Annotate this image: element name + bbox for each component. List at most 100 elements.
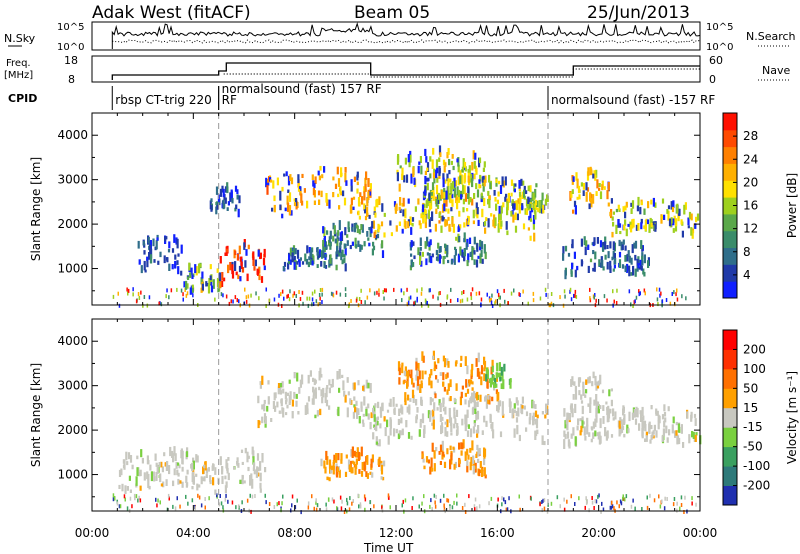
power-cell-7 bbox=[532, 219, 535, 230]
power-speck bbox=[295, 294, 297, 298]
vel-cell-2 bbox=[347, 391, 350, 396]
vel-speck bbox=[290, 508, 292, 513]
power-cell-8 bbox=[438, 157, 441, 162]
vel-cell-4 bbox=[372, 432, 375, 440]
power-speck bbox=[497, 292, 500, 297]
power-cell-12 bbox=[624, 245, 627, 251]
vel-speck bbox=[664, 496, 666, 501]
vel-speck bbox=[381, 505, 383, 510]
power-speck bbox=[613, 299, 615, 304]
vel-cell-2 bbox=[279, 383, 282, 393]
power-cell-9 bbox=[468, 237, 472, 244]
power-cell-0 bbox=[149, 244, 152, 255]
vel-cell-6 bbox=[472, 465, 475, 475]
power-cell-3 bbox=[253, 266, 256, 271]
power-cell-8 bbox=[467, 168, 470, 173]
power-cell-7 bbox=[456, 196, 459, 201]
vel-cell-4 bbox=[534, 410, 538, 417]
vel-cell-9 bbox=[601, 389, 605, 394]
power-cell-7 bbox=[383, 212, 386, 217]
power-cell-11 bbox=[578, 194, 581, 200]
power-cell-12 bbox=[628, 265, 631, 271]
nsearch-tick-top: 10^5 bbox=[706, 22, 733, 33]
power-cell-13 bbox=[663, 214, 666, 220]
vel-cell-4 bbox=[475, 429, 478, 434]
power-cell-8 bbox=[482, 167, 485, 172]
power-cell-10 bbox=[516, 202, 519, 211]
power-cell-7 bbox=[395, 203, 398, 211]
vel-speck bbox=[594, 499, 597, 503]
vel-speck bbox=[204, 497, 206, 501]
power-cell-7 bbox=[401, 228, 404, 234]
power-cell-0 bbox=[149, 254, 153, 264]
vel-cell-5 bbox=[420, 383, 423, 389]
vel-cell-4 bbox=[544, 414, 547, 419]
power-cell-0 bbox=[163, 255, 166, 264]
power-cell-9 bbox=[419, 246, 422, 251]
vel-speck bbox=[294, 505, 297, 510]
vel-cell-4 bbox=[529, 412, 532, 421]
power-cell-2 bbox=[237, 208, 240, 218]
power-cell-7 bbox=[429, 229, 432, 233]
power-speck bbox=[273, 297, 276, 302]
vel-cell-8 bbox=[579, 430, 582, 436]
vel-cell-4 bbox=[399, 408, 402, 413]
power-cell-10 bbox=[532, 193, 535, 201]
power-cell-9 bbox=[417, 247, 420, 256]
power-speck bbox=[427, 303, 430, 308]
power-cell-0 bbox=[174, 260, 177, 269]
power-cell-12 bbox=[585, 240, 588, 247]
power-speck bbox=[332, 293, 335, 298]
vel-cell-4 bbox=[399, 430, 402, 436]
power-speck bbox=[245, 295, 248, 300]
power-speck bbox=[258, 296, 260, 301]
vel-cell-8 bbox=[662, 428, 665, 437]
power-cell-5 bbox=[306, 245, 309, 254]
vel-cell-4 bbox=[532, 400, 535, 409]
power-cell-7 bbox=[467, 221, 470, 225]
vel-cell-0 bbox=[181, 460, 184, 465]
vel-cell-2 bbox=[291, 399, 294, 407]
power-cell-4 bbox=[287, 175, 291, 186]
power-cell-0 bbox=[180, 244, 183, 254]
power-cell-1 bbox=[194, 264, 197, 274]
power-speck bbox=[287, 293, 289, 298]
power-cell-0 bbox=[176, 260, 179, 265]
power-speck bbox=[633, 300, 635, 305]
vel-cell-0 bbox=[158, 462, 161, 467]
power-cell-12 bbox=[562, 246, 565, 254]
power-cell-12 bbox=[626, 253, 629, 262]
vel-cell-4 bbox=[525, 411, 529, 417]
power-cell-8 bbox=[401, 167, 404, 176]
vel-cell-8 bbox=[620, 419, 623, 425]
power-cell-0 bbox=[166, 257, 169, 263]
vel-speck bbox=[578, 496, 580, 501]
power-cell-11 bbox=[574, 205, 577, 215]
power-speck bbox=[321, 292, 323, 297]
vel-cell-5 bbox=[430, 380, 433, 389]
vel-speck bbox=[254, 494, 256, 498]
power-speck bbox=[348, 304, 350, 309]
vel-speck bbox=[135, 494, 138, 499]
power-cell-9 bbox=[428, 243, 431, 251]
power-speck bbox=[498, 295, 500, 300]
vel-speck bbox=[139, 498, 142, 503]
power-speck bbox=[132, 287, 134, 292]
power-cell-6 bbox=[322, 250, 325, 258]
vel-speck bbox=[461, 506, 464, 510]
power-cell-3 bbox=[227, 264, 230, 274]
power-cell-8 bbox=[431, 159, 434, 169]
power-speck bbox=[446, 294, 449, 299]
vel-cell-2 bbox=[325, 399, 329, 407]
nsearch-series bbox=[112, 39, 701, 44]
power-cell-6 bbox=[354, 237, 357, 248]
power-speck bbox=[559, 295, 561, 300]
power-cell-1 bbox=[209, 275, 212, 281]
power-cell-7 bbox=[417, 198, 420, 205]
vel-cell-9 bbox=[570, 403, 573, 413]
power-cell-11 bbox=[572, 176, 575, 182]
power-cell-12 bbox=[641, 252, 644, 260]
power-cell-4 bbox=[366, 207, 369, 217]
vel-cell-6 bbox=[469, 461, 472, 471]
vel-speck bbox=[118, 504, 121, 509]
